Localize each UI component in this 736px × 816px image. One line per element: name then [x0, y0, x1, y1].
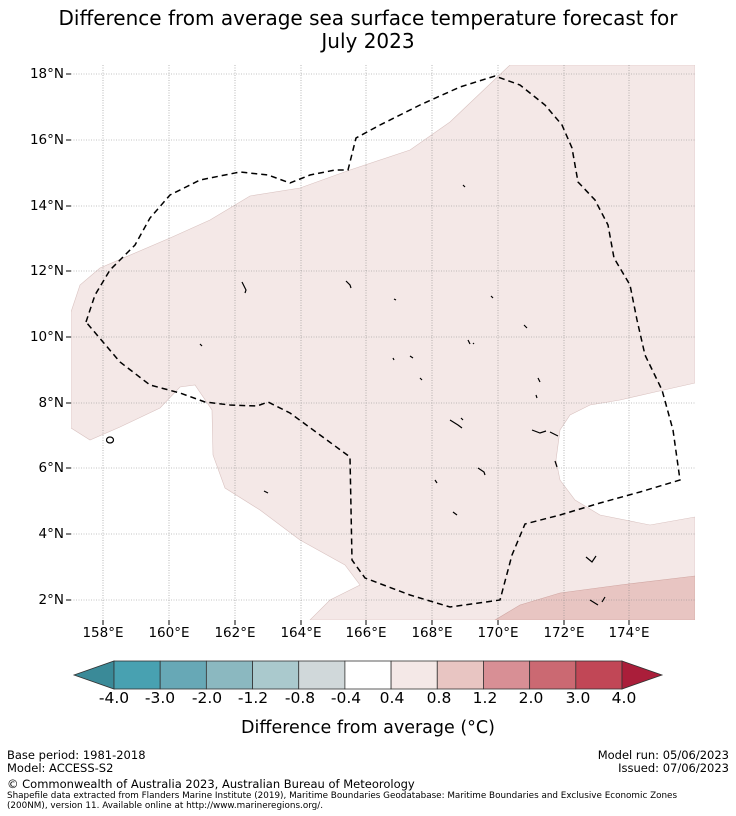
colorbar-box	[205, 660, 253, 690]
lat-label: 10°N	[29, 329, 64, 345]
colorbar-box	[252, 660, 300, 690]
island-marker	[490, 295, 494, 299]
colorbar-tick-label: -3.0	[144, 689, 176, 707]
lon-label: 164°E	[280, 625, 322, 641]
map-area	[71, 65, 695, 620]
axis-ticks	[66, 73, 630, 625]
colorbar-tick-label: 0.4	[379, 689, 405, 707]
title-line-1: Difference from average sea surface temp…	[58, 6, 678, 30]
eez-boundary-line	[85, 75, 681, 608]
colorbar-extend-high	[621, 660, 664, 690]
model-run-text: Model run: 05/06/2023	[597, 748, 729, 762]
lat-label: 14°N	[29, 198, 64, 214]
lon-label: 168°E	[411, 625, 453, 641]
base-period-text: Base period: 1981-2018	[7, 748, 146, 762]
colorbar-box	[298, 660, 346, 690]
island-marker	[585, 555, 606, 606]
island-marker	[477, 467, 486, 476]
colorbar-box	[113, 660, 161, 690]
colorbar-tick-label: -0.8	[284, 689, 316, 707]
chart-title: Difference from average sea surface temp…	[0, 7, 736, 53]
colorbar-box	[575, 660, 623, 690]
island-marker	[523, 324, 541, 399]
lon-label: 170°E	[477, 625, 519, 641]
island-marker	[241, 281, 247, 294]
colorbar-boxes	[113, 660, 623, 690]
island-marker	[452, 511, 458, 516]
island-marker	[467, 339, 475, 345]
colorbar-box	[390, 660, 438, 690]
copyright-text: © Commonwealth of Australia 2023, Austra…	[7, 777, 415, 791]
island-marker	[392, 355, 423, 381]
colorbar-label: Difference from average (°C)	[241, 718, 495, 738]
shapefile-credit-line-2: (200NM), version 11. Available online at…	[7, 801, 324, 811]
colorbar-tick-label: -2.0	[191, 689, 223, 707]
lat-label: 8°N	[38, 395, 64, 411]
colorbar-tick-label: 3.0	[565, 689, 591, 707]
lon-label: 160°E	[148, 625, 190, 641]
colorbar	[72, 660, 664, 690]
island-marker	[434, 479, 438, 484]
colorbar-tick-label: 0.8	[426, 689, 452, 707]
colorbar-box	[344, 660, 392, 690]
island-marker	[345, 280, 352, 289]
lat-label: 18°N	[29, 66, 64, 82]
colorbar-extend-low	[72, 660, 115, 690]
colorbar-box	[529, 660, 577, 690]
colorbar-tick-label: -1.2	[237, 689, 269, 707]
lat-label: 12°N	[29, 263, 64, 279]
issued-text: Issued: 07/06/2023	[618, 761, 729, 775]
lon-label: 172°E	[543, 625, 585, 641]
model-text: Model: ACCESS-S2	[7, 761, 114, 775]
lat-label: 4°N	[38, 526, 64, 542]
lon-label: 174°E	[608, 625, 650, 641]
colorbar-tick-label: -4.0	[98, 689, 130, 707]
island-marker	[531, 429, 559, 468]
lon-label: 158°E	[82, 625, 124, 641]
anomaly-region-0p4-0p8	[71, 65, 695, 620]
island-marker	[462, 184, 466, 188]
title-line-2: July 2023	[321, 29, 415, 53]
island-marker	[449, 417, 464, 429]
island-marker	[105, 436, 115, 444]
colorbar-tick-label: -0.4	[330, 689, 362, 707]
lat-label: 16°N	[29, 132, 64, 148]
lon-label: 162°E	[214, 625, 256, 641]
island-marker	[199, 343, 203, 347]
colorbar-tick-label: 2.0	[518, 689, 544, 707]
colorbar-box	[436, 660, 484, 690]
island-marker	[393, 298, 397, 301]
island-markers	[105, 184, 606, 606]
anomaly-region-0p8-1p2	[494, 575, 695, 620]
shapefile-credit-line-1: Shapefile data extracted from Flanders M…	[7, 791, 678, 801]
lon-label: 166°E	[345, 625, 387, 641]
lat-label: 2°N	[38, 592, 64, 608]
colorbar-box	[159, 660, 207, 690]
island-marker	[263, 490, 269, 494]
lat-label: 6°N	[38, 460, 64, 476]
colorbar-box	[483, 660, 531, 690]
colorbar-tick-label: 4.0	[611, 689, 637, 707]
colorbar-tick-label: 1.2	[472, 689, 498, 707]
